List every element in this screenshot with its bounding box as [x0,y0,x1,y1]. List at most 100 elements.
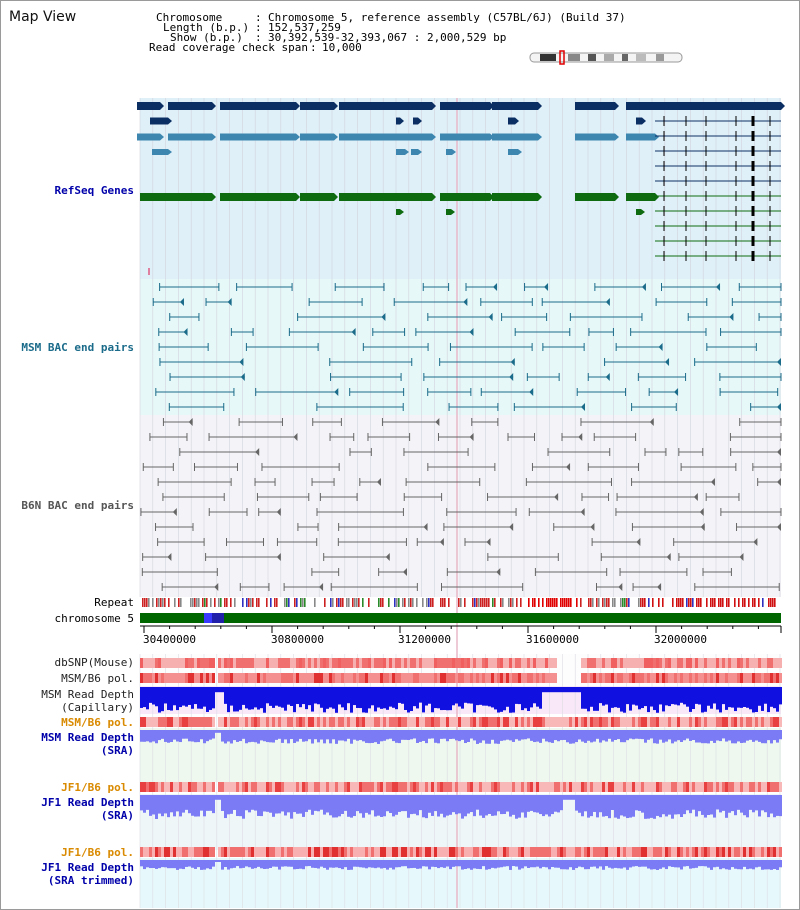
pol-cell [554,673,557,683]
depth-bar [248,730,251,743]
depth-bar [482,795,485,818]
depth-bar [644,687,647,707]
refseq-track[interactable] [137,102,785,275]
label-jf1-read-depth-sra[interactable]: JF1 Read Depth (SRA) [41,796,134,822]
depth-bar [716,730,719,741]
depth-bar [329,795,332,816]
depth-bar [395,860,398,868]
depth-bar [617,795,620,819]
b6n-bac-track[interactable] [140,418,782,591]
pol-cell [401,673,404,683]
depth-bar [248,795,251,813]
label-msm-bac[interactable]: MSM BAC end pairs [21,341,134,354]
pol-cell [188,847,191,857]
pol-cell [614,673,617,683]
label-msm-b6-pol[interactable]: MSM/B6 pol. [61,672,134,685]
pol-cell [623,847,626,857]
depth-bar [482,687,485,706]
repeat-mark [560,598,562,607]
depth-bar [479,687,482,705]
label-chromosome[interactable]: chromosome 5 [54,612,134,625]
colon-2: : [255,21,262,34]
pol-cell [350,673,353,683]
pol-cell [332,717,335,727]
pol-cell [719,673,722,683]
pol-cell [560,847,563,857]
label-jf1-read-depth-trim[interactable]: JF1 Read Depth (SRA trimmed) [41,861,134,887]
pol-cell [146,782,149,792]
label-msm-b6-pol-2[interactable]: MSM/B6 pol. [61,716,134,729]
label-jf1-b6-pol-2[interactable]: JF1/B6 pol. [61,846,134,859]
label-refseq-genes[interactable]: RefSeq Genes [54,184,134,197]
depth-bar [269,687,272,706]
pol-cell [314,673,317,683]
pol-cell [542,673,545,683]
pol-cell [653,658,656,668]
depth-bar [425,687,428,706]
chromosome-ideogram[interactable] [529,50,683,65]
label-msm-read-depth-sra[interactable]: MSM Read Depth (SRA) [41,731,134,757]
pol-cell [584,717,587,727]
depth-bar [254,795,257,811]
pol-cell [599,717,602,727]
depth-bar [518,730,521,741]
pol-cell [509,782,512,792]
repeat-track[interactable] [142,598,776,607]
depth-bar [680,687,683,703]
repeat-mark [338,598,340,607]
repeat-mark [330,598,332,607]
pol-cell [158,782,161,792]
depth-bar [392,795,395,817]
pol-cell [551,717,554,727]
depth-bar [608,730,611,739]
label-dbsnp[interactable]: dbSNP(Mouse) [54,656,134,669]
depth-bar [581,795,584,817]
chromosome-bar[interactable] [140,613,781,623]
label-msm-read-depth-cap[interactable]: MSM Read Depth (Capillary) [41,688,134,714]
depth-bar [779,795,782,817]
pol-cell [191,658,194,668]
pol-cell [767,673,770,683]
pol-cell [494,658,497,668]
depth-bar [194,730,197,743]
depth-bar [206,860,209,869]
b6n-bac-arrow [496,568,501,576]
axis-tick-label: 31200000 [398,633,451,646]
depth-bar [254,687,257,708]
label-jf1-b6-pol[interactable]: JF1/B6 pol. [61,781,134,794]
depth-bar [713,730,716,743]
pol-cell [737,782,740,792]
pol-cell [470,658,473,668]
pol-cell [311,673,314,683]
pol-cell [599,782,602,792]
pol-cell [779,673,782,683]
pol-cell [731,673,734,683]
pol-cell [377,717,380,727]
label-repeat[interactable]: Repeat [94,596,134,609]
pol-cell [140,717,143,727]
repeat-mark [762,598,764,607]
depth-bar [539,687,542,709]
heat-tracks[interactable] [140,658,782,870]
msm-bac-track[interactable] [152,283,782,411]
depth-bar [200,687,203,709]
depth-bar [179,730,182,743]
depth-bar [449,860,452,870]
label-b6n-bac[interactable]: B6N BAC end pairs [21,499,134,512]
depth-bar [191,795,194,816]
pol-cell [632,658,635,668]
pol-cell [635,782,638,792]
pol-cell [338,658,341,668]
pol-cell [197,658,200,668]
depth-bar [746,730,749,741]
repeat-mark [486,598,488,607]
pol-cell [341,658,344,668]
depth-bar [155,730,158,744]
depth-bar [338,795,341,817]
pol-cell [296,782,299,792]
depth-bar [470,795,473,813]
pol-cell [488,658,491,668]
depth-bar [269,795,272,813]
depth-bar [743,730,746,743]
depth-bar [239,860,242,869]
